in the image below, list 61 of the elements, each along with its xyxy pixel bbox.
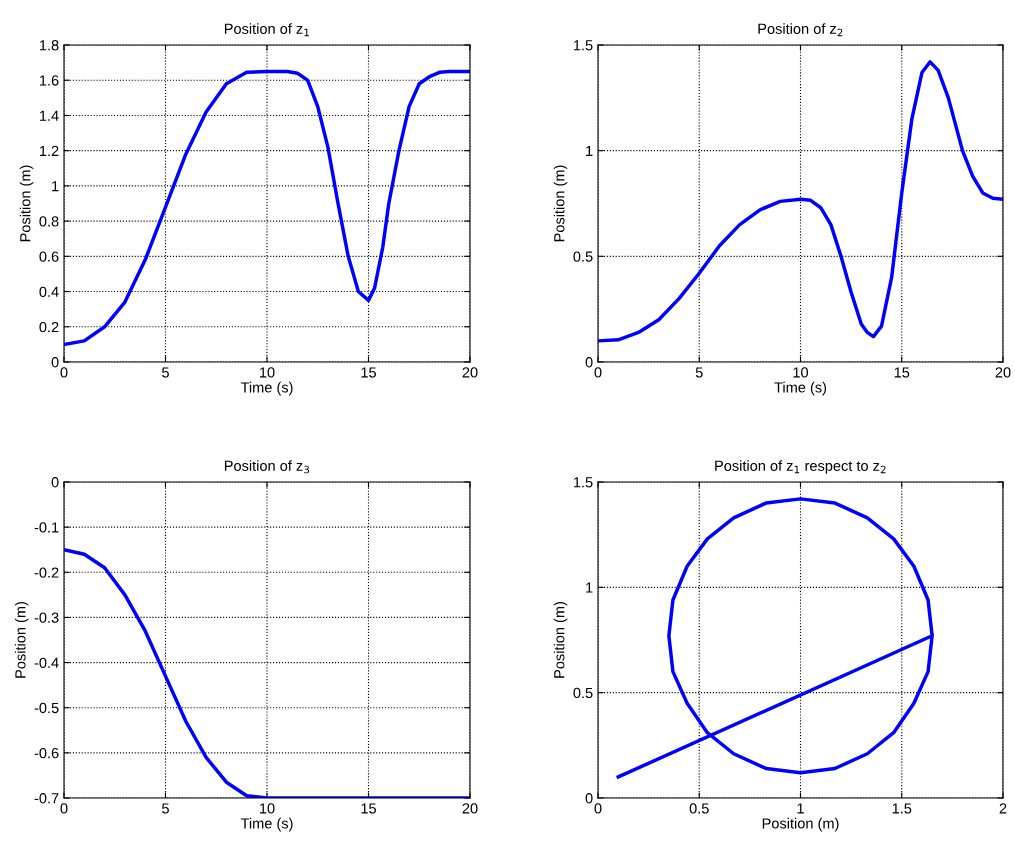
line-series (64, 69, 470, 347)
x-tick-label: 5 (695, 367, 703, 378)
y-tick-label: 0.5 (573, 251, 593, 262)
x-tick-label: 20 (462, 367, 478, 378)
y-tick-label: -0.5 (34, 702, 59, 714)
x-tick-label: 1.5 (892, 803, 912, 814)
y-tick-label: 0 (585, 793, 593, 804)
y-tick-label: 1 (52, 181, 59, 192)
x-tick-label: 5 (162, 367, 169, 378)
y-axis-title: Position (m) (19, 165, 34, 242)
x-tick-label: 0 (594, 367, 602, 378)
y-tick-label: -0.7 (34, 793, 59, 804)
x-tick-label: 0.5 (689, 803, 709, 814)
y-axis-title: Position (m) (553, 165, 568, 242)
y-tick-label: 0 (51, 357, 59, 368)
x-tick-label: 15 (361, 803, 376, 814)
chart-title: Position of z$_{1}$ (224, 23, 309, 37)
chart-title: Position of z$_{2}$ (758, 23, 843, 37)
y-tick-label: 0 (585, 357, 593, 368)
chart-title: Position of z$_{3}$ (224, 460, 310, 474)
y-tick-label: -0.2 (34, 567, 59, 578)
y-axis-title: Position (m) (553, 602, 568, 678)
y-tick-label: 1 (586, 145, 593, 156)
y-tick-label: -0.3 (34, 612, 59, 623)
x-tick-label: 2 (999, 803, 1007, 814)
x-tick-label: 20 (995, 367, 1011, 378)
x-axis-title: Time (s) (774, 381, 827, 396)
line-series (598, 60, 1003, 343)
line-series (616, 497, 934, 779)
x-tick-label: 0 (60, 367, 68, 378)
y-tick-label: 0.4 (39, 286, 59, 297)
x-axis-title: Time (s) (240, 817, 293, 832)
x-tick-label: 0 (60, 803, 68, 814)
x-axis-title: Position (m) (762, 817, 839, 832)
y-tick-label: 1.6 (39, 75, 59, 86)
x-tick-label: 15 (894, 367, 910, 378)
y-tick-label: 1.5 (573, 40, 593, 51)
y-tick-label: 0 (51, 477, 59, 488)
x-tick-label: 5 (162, 803, 169, 814)
x-tick-label: 15 (361, 367, 376, 378)
y-tick-label: -0.6 (34, 747, 59, 759)
y-tick-label: 1.2 (39, 145, 59, 156)
x-tick-label: 10 (793, 367, 809, 378)
y-tick-label: 1.5 (573, 477, 593, 488)
y-tick-label: -0.4 (34, 657, 59, 668)
x-axis-title: Time (s) (240, 381, 293, 396)
x-tick-label: 0 (594, 803, 602, 814)
x-tick-label: 10 (260, 367, 275, 378)
y-tick-label: 1.4 (39, 110, 59, 121)
x-tick-label: 10 (260, 803, 275, 814)
y-tick-label: 1.8 (39, 40, 59, 51)
chart-title: Position of z$_{1}$ respect to z$_{2}$ (715, 460, 886, 474)
y-tick-label: 0.8 (39, 216, 59, 227)
y-tick-label: 1 (586, 582, 593, 593)
x-tick-label: 1 (797, 803, 804, 814)
y-tick-label: 0.2 (39, 321, 59, 333)
y-axis-title: Position (m) (14, 602, 29, 678)
y-tick-label: 0.5 (573, 687, 593, 699)
x-tick-label: 20 (462, 803, 478, 814)
y-tick-label: -0.1 (34, 522, 59, 533)
y-tick-label: 0.6 (39, 251, 59, 262)
